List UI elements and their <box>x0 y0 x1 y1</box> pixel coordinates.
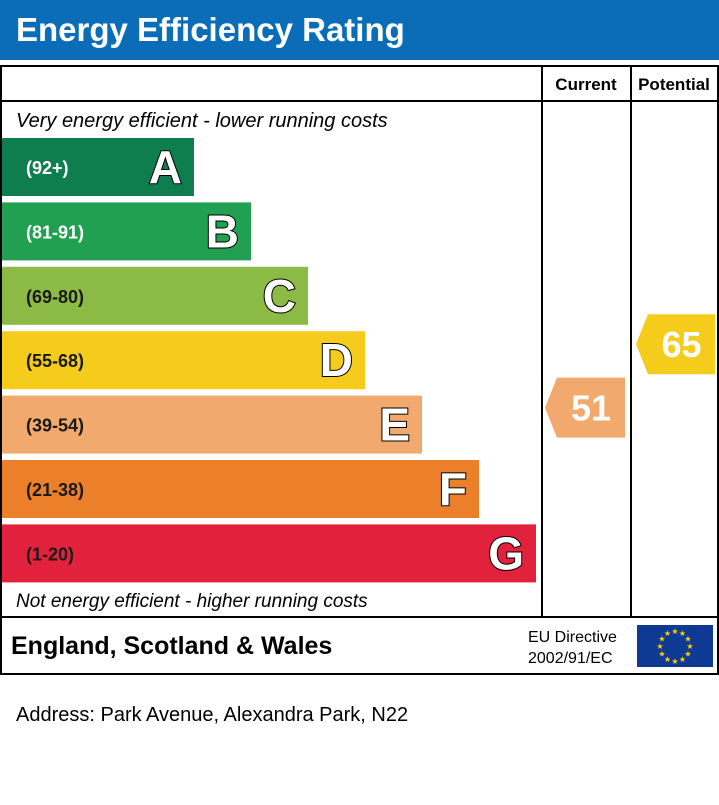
band-letter-e: E <box>379 399 410 451</box>
page-title: Energy Efficiency Rating <box>16 11 405 48</box>
band-bar-g <box>2 524 536 583</box>
band-range-b: (81-91) <box>26 222 84 242</box>
band-bar-d <box>2 331 365 390</box>
band-letter-c: C <box>263 270 296 322</box>
band-range-e: (39-54) <box>26 416 84 436</box>
header-bar: Energy Efficiency Rating <box>0 0 719 60</box>
eu-star-icon: ★ <box>671 627 678 636</box>
eu-star-icon: ★ <box>684 635 691 644</box>
address-text: Address: Park Avenue, Alexandra Park, N2… <box>16 704 409 726</box>
energy-rating-chart: Current Potential Very energy efficient … <box>0 65 719 675</box>
top-note: Very energy efficient - lower running co… <box>16 110 388 132</box>
band-g: (1-20) G <box>2 524 536 583</box>
eu-stars-icon: ★★★★★★★★★ ★ ★★ <box>656 627 693 666</box>
band-range-g: (1-20) <box>26 544 74 564</box>
eu-star-icon: ★ <box>679 655 686 664</box>
band-bar-a <box>2 138 194 196</box>
band-a: (92+) A <box>2 138 194 196</box>
band-letter-b: B <box>206 205 239 257</box>
potential-rating-arrow <box>636 314 715 375</box>
band-bar-e <box>2 395 422 454</box>
band-range-a: (92+) <box>26 158 69 178</box>
eu-star-icon: ★ <box>664 629 671 638</box>
eu-star-icon: ★ <box>658 635 665 644</box>
potential-rating: 65 <box>636 314 715 375</box>
band-letter-a: A <box>149 141 182 193</box>
chart-frame <box>0 65 719 675</box>
directive-line-1: EU Directive <box>528 629 617 646</box>
current-rating-arrow <box>545 377 625 438</box>
potential-rating-value: 65 <box>661 324 701 365</box>
eu-star-icon: ★ <box>664 655 671 664</box>
band-bar-b <box>2 202 251 261</box>
band-range-d: (55-68) <box>26 351 84 371</box>
band-letter-g: G <box>488 527 524 579</box>
band-bar-f <box>2 460 479 518</box>
eu-star-icon: ★ <box>684 650 691 659</box>
current-rating-value: 51 <box>571 388 611 429</box>
eu-flag <box>637 625 713 667</box>
eu-star-icon: ★ <box>671 657 678 666</box>
current-rating: 51 <box>545 377 625 438</box>
band-c: (69-80) C <box>2 266 308 325</box>
potential-column-header: Potential <box>638 75 710 94</box>
eu-star-icon: ★ <box>686 642 693 651</box>
band-bar-c <box>2 266 308 325</box>
eu-star-icon: ★ <box>658 650 665 659</box>
band-letter-d: D <box>320 334 353 386</box>
eu-star-icon: ★ <box>679 629 686 638</box>
band-range-f: (21-38) <box>26 480 84 500</box>
band-d: (55-68) D <box>2 331 365 390</box>
directive-line-2: 2002/91/EC <box>528 650 613 667</box>
band-b: (81-91) B <box>2 202 251 261</box>
bottom-note: Not energy efficient - higher running co… <box>16 591 368 612</box>
band-letter-f: F <box>439 463 467 515</box>
band-e: (39-54) E <box>2 395 422 454</box>
eu-star-icon: ★ <box>656 642 663 651</box>
band-f: (21-38) F <box>2 460 479 518</box>
region-label: England, Scotland & Wales <box>11 632 332 660</box>
band-range-c: (69-80) <box>26 287 84 307</box>
current-column-header: Current <box>555 75 617 94</box>
